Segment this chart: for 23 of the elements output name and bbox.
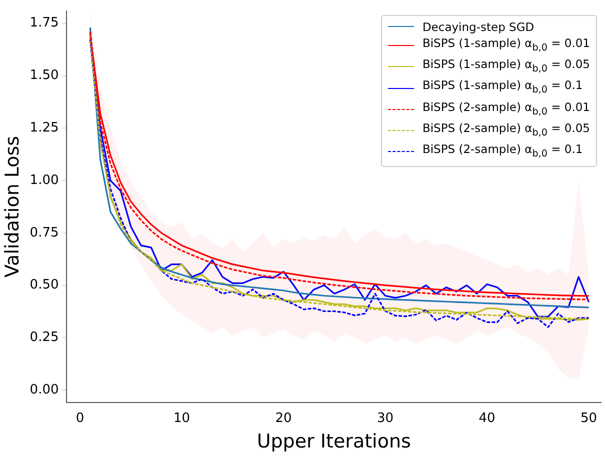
- x-tick-label: 40: [478, 410, 496, 426]
- y-tick-label: 0.50: [30, 278, 59, 293]
- y-tick-label: 0.25: [30, 330, 59, 346]
- y-tick-label: 1.00: [30, 172, 59, 188]
- legend-label: BiSPS (1-sample) α$_{b,0}$ = 0.1: [422, 77, 583, 98]
- y-tick-label: 1.25: [30, 120, 59, 136]
- legend-label: BiSPS (1-sample) α$_{b,0}$ = 0.05: [422, 56, 590, 76]
- y-tick-label: 0.00: [30, 382, 59, 398]
- legend-label: BiSPS (1-sample) α$_{b,0}$ = 0.01: [422, 34, 590, 56]
- x-tick-label: 50: [580, 410, 598, 426]
- legend-label: Decaying-step SGD: [422, 18, 534, 35]
- y-axis-title: Validation Loss: [1, 136, 24, 278]
- x-tick-label: 10: [173, 410, 190, 426]
- x-tick-label: 30: [376, 410, 394, 426]
- x-tick-label: 20: [275, 410, 292, 426]
- legend-label: BiSPS (2-sample) α$_{b,0}$ = 0.05: [422, 120, 590, 140]
- y-tick-label: 0.75: [30, 225, 59, 240]
- legend-label: BiSPS (2-sample) α$_{b,0}$ = 0.1: [422, 141, 583, 162]
- x-tick-label: 0: [76, 410, 84, 426]
- y-tick-label: 1.75: [30, 16, 59, 31]
- y-tick-label: 1.50: [30, 68, 59, 84]
- x-axis-title: Upper Iterations: [256, 430, 411, 453]
- legend-label: BiSPS (2-sample) α$_{b,0}$ = 0.01: [422, 98, 590, 119]
